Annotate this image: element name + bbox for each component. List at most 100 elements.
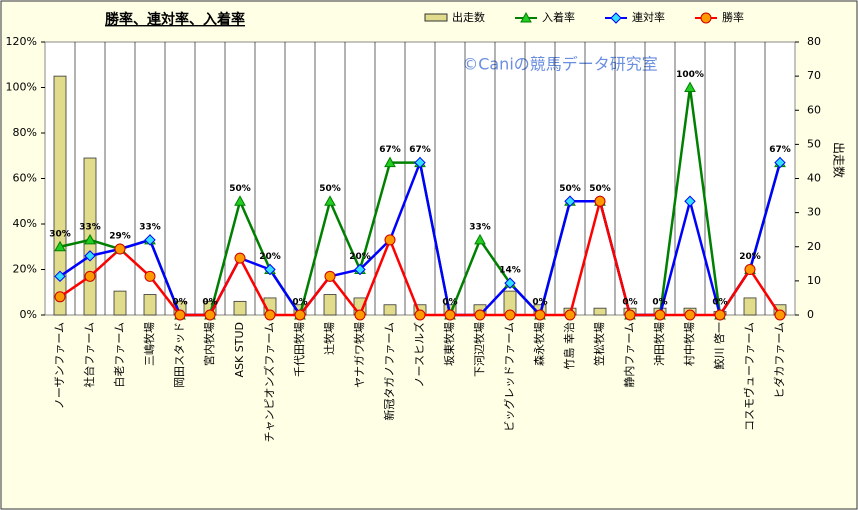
legend-marker — [520, 11, 532, 23]
marker — [204, 309, 216, 321]
marker — [54, 270, 66, 283]
value-label: 20% — [349, 252, 371, 262]
x-tick-label: ヤナガワ牧場 — [352, 322, 366, 388]
value-label: 0% — [202, 298, 217, 308]
x-tick-label: 辻牧場 — [322, 322, 336, 355]
value-label: 20% — [739, 252, 761, 262]
x-tick-label: ノースヒルズ — [412, 322, 426, 387]
y2-tick-label: 10 — [807, 274, 821, 287]
chart-title: 勝率、連対率、入着率 — [105, 11, 245, 28]
legend-marker — [610, 12, 622, 24]
x-tick-label: コスモヴューファーム — [742, 322, 756, 431]
marker — [354, 263, 366, 276]
legend-swatch — [424, 13, 448, 22]
y2-tick-label: 0 — [807, 308, 814, 321]
value-label: 29% — [109, 232, 131, 242]
value-label: 67% — [379, 145, 401, 155]
bar — [113, 290, 127, 316]
marker — [414, 309, 426, 321]
watermark: ©Caniの競馬データ研究室 — [462, 55, 658, 74]
value-label: 50% — [229, 184, 251, 194]
value-label: 33% — [79, 222, 101, 232]
bar — [233, 300, 247, 316]
legend-label: 連対率 — [632, 10, 665, 24]
y-tick-label: 60% — [13, 172, 37, 185]
value-label: 0% — [622, 298, 637, 308]
value-label: 50% — [559, 184, 581, 194]
value-label: 50% — [319, 184, 341, 194]
x-tick-label: 竹島 幸治 — [562, 322, 576, 370]
marker — [294, 309, 306, 321]
value-label: 67% — [769, 145, 791, 155]
marker — [684, 81, 696, 92]
x-tick-label: ノーザンファーム — [53, 322, 66, 409]
marker — [474, 233, 486, 245]
x-tick-label: 坂東牧場 — [442, 322, 456, 366]
marker — [774, 156, 786, 169]
marker — [744, 264, 756, 275]
marker — [144, 270, 156, 282]
value-label: 0% — [442, 298, 457, 308]
value-label: 20% — [259, 252, 281, 262]
x-tick-label: 静内ファーム — [622, 322, 636, 388]
marker — [474, 309, 486, 321]
x-tick-label: 千代田牧場 — [292, 322, 306, 377]
value-label: 33% — [469, 222, 491, 232]
marker — [684, 195, 696, 207]
x-tick-label: ビッグレッドファーム — [502, 322, 516, 432]
marker — [54, 240, 66, 252]
x-tick-label: 三嶋牧場 — [142, 322, 156, 366]
x-tick-label: 森永牧場 — [532, 322, 546, 366]
marker — [414, 156, 426, 169]
bar — [593, 307, 607, 316]
x-tick-label: 社台ファーム — [82, 322, 96, 388]
value-label: 0% — [652, 298, 667, 308]
x-tick-label: 鮫川 啓一 — [712, 322, 726, 370]
marker — [144, 234, 156, 246]
y2-tick-label: 40 — [807, 172, 821, 185]
x-tick-label: 下河辺牧場 — [472, 322, 486, 377]
marker — [84, 270, 96, 282]
marker — [84, 250, 96, 262]
y2-axis-label: 出走数 — [832, 142, 847, 178]
marker — [114, 243, 126, 255]
value-label: 0% — [532, 298, 547, 308]
x-tick-label: 笠松牧場 — [592, 322, 606, 366]
y-tick-label: 40% — [13, 217, 37, 230]
y2-tick-label: 30 — [807, 206, 821, 219]
y-tick-label: 0% — [20, 308, 37, 321]
marker — [324, 270, 336, 282]
marker — [564, 309, 576, 321]
y2-tick-label: 20 — [807, 240, 821, 253]
value-label: 33% — [139, 222, 161, 232]
y-tick-label: 20% — [13, 263, 37, 276]
marker — [264, 263, 276, 276]
legend-label: 勝率 — [722, 10, 744, 24]
value-label: 0% — [712, 298, 727, 308]
y2-tick-label: 80 — [807, 35, 821, 48]
marker — [624, 309, 636, 321]
marker — [84, 233, 96, 245]
bar — [383, 304, 397, 316]
y-tick-label: 120% — [6, 35, 37, 48]
marker — [234, 252, 246, 264]
value-label: 50% — [589, 184, 611, 194]
x-tick-label: 沖田牧場 — [652, 322, 666, 366]
bar — [53, 75, 67, 316]
x-tick-label: チャンピオンズファーム — [262, 322, 276, 442]
value-label: 30% — [49, 229, 71, 239]
marker — [714, 309, 726, 321]
value-label: 67% — [409, 145, 431, 155]
marker — [594, 195, 606, 207]
marker — [564, 195, 576, 207]
marker — [174, 309, 186, 321]
y2-tick-label: 70 — [807, 69, 821, 82]
bar — [143, 294, 157, 316]
marker — [264, 309, 276, 321]
y-tick-label: 80% — [13, 126, 37, 139]
x-tick-label: ASK STUD — [233, 322, 246, 377]
x-tick-label: 宮内牧場 — [202, 322, 216, 366]
value-label: 0% — [292, 298, 307, 308]
legend-marker — [700, 12, 712, 24]
x-tick-label: 新冠タガノファーム — [382, 322, 396, 421]
